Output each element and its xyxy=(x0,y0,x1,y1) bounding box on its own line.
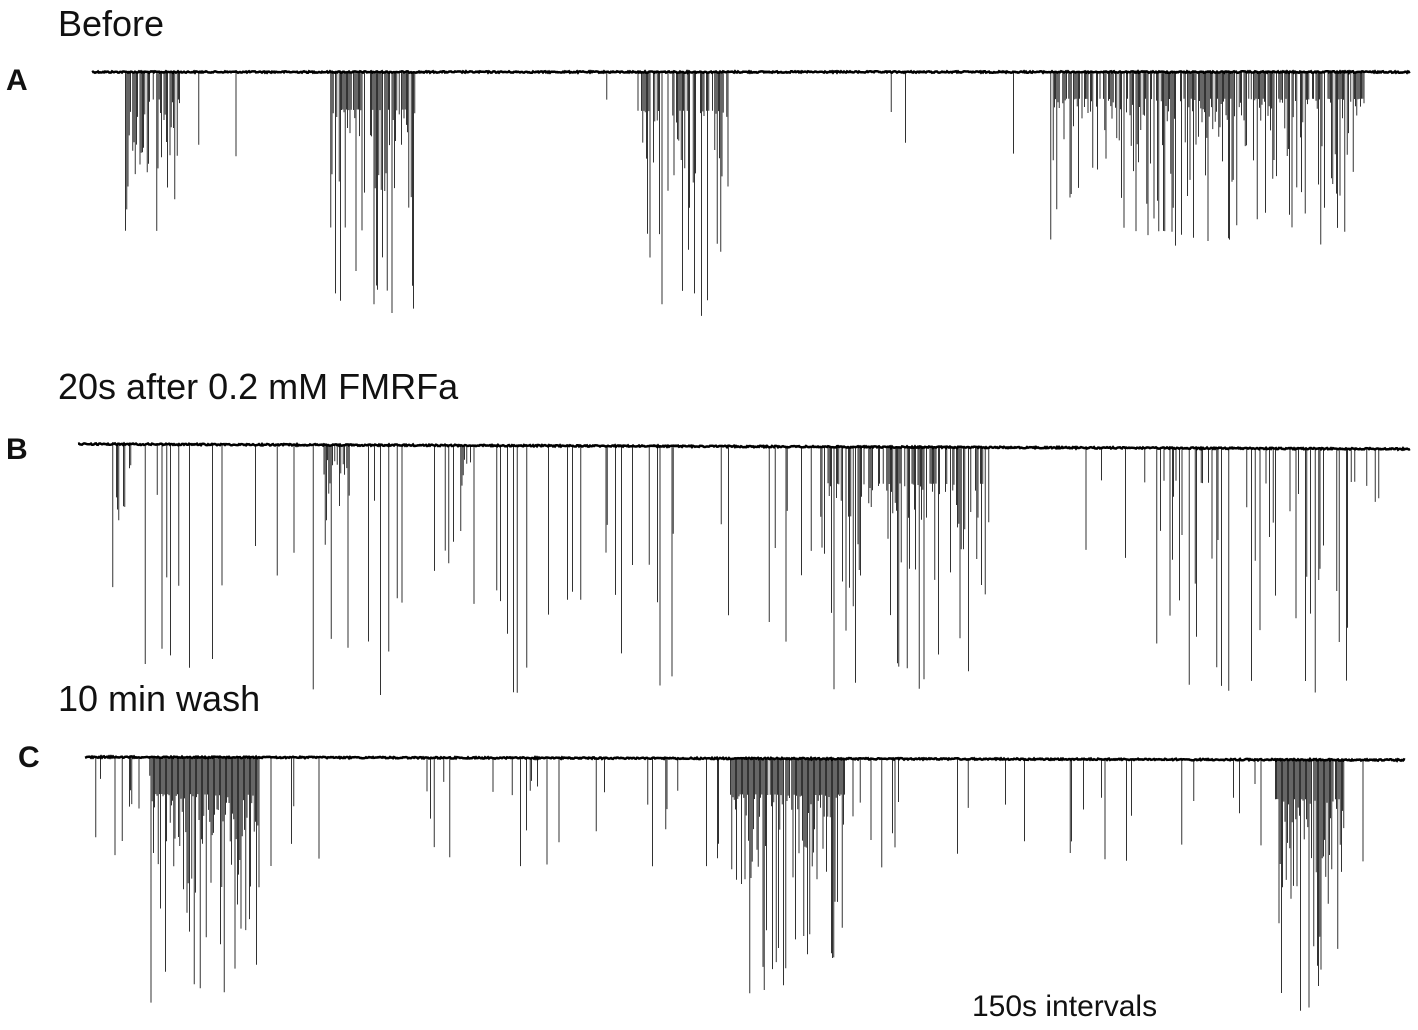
trace-spikes xyxy=(112,444,1380,695)
panel-label: B xyxy=(6,433,28,466)
panel-title: 20s after 0.2 mM FMRFa xyxy=(58,366,459,407)
trace-baseline xyxy=(91,69,1411,75)
panel-label: A xyxy=(6,64,28,97)
scale-note: 150s intervals xyxy=(972,990,1157,1023)
trace-baseline xyxy=(77,441,1411,452)
traces xyxy=(77,69,1411,1011)
trace-spikes xyxy=(125,72,1365,316)
panel-label: C xyxy=(18,741,40,774)
trace-spikes xyxy=(95,757,1364,1011)
panel-title: 10 min wash xyxy=(58,678,260,719)
panel-title: Before xyxy=(58,3,164,44)
